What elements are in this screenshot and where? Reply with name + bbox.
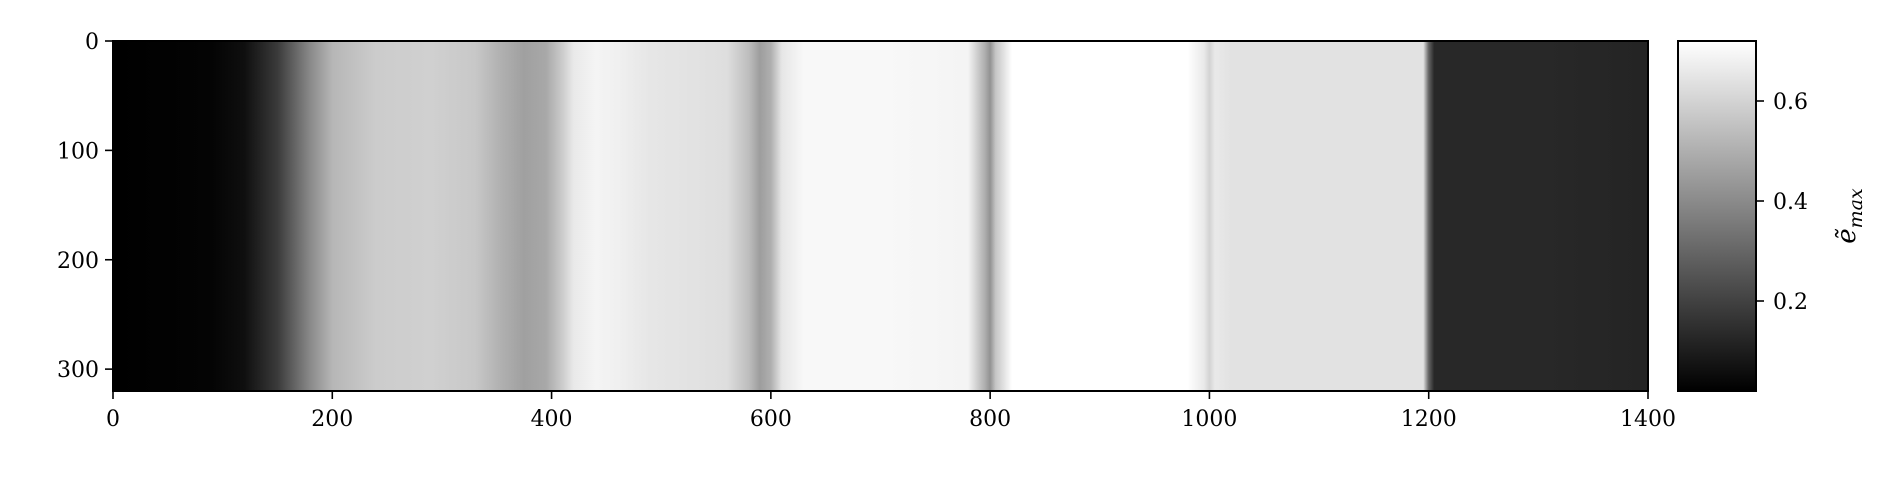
x-tick-label: 200 (311, 407, 353, 432)
colorbar-label: ẽmax (1832, 188, 1867, 244)
plot-area (112, 40, 1649, 392)
x-tick-label: 800 (969, 407, 1011, 432)
colorbar-tick-label: 0.4 (1773, 190, 1808, 215)
x-tick-label: 600 (750, 407, 792, 432)
x-tick-label: 1200 (1401, 407, 1457, 432)
colorbar-frame (1677, 40, 1757, 392)
y-tick-label: 200 (57, 249, 99, 274)
heatmap-image (113, 41, 1648, 391)
x-tick-label: 0 (106, 407, 120, 432)
x-tick-label: 1000 (1181, 407, 1237, 432)
plot-frame (112, 40, 1649, 392)
y-axis: 0 100 200 300 (57, 30, 113, 383)
colorbar-tick-label: 0.2 (1773, 290, 1808, 315)
y-tick-label: 100 (57, 139, 99, 164)
colorbar: 0.2 0.4 0.6 ẽmax (1677, 40, 1867, 392)
x-axis: 0 200 400 600 800 1000 1200 1400 (106, 391, 1676, 432)
x-tick-label: 1400 (1620, 407, 1676, 432)
y-tick-label: 0 (85, 30, 99, 55)
colorbar-fill (1678, 41, 1756, 391)
y-tick-label: 300 (57, 358, 99, 383)
x-tick-label: 400 (531, 407, 573, 432)
colorbar-tick-label: 0.6 (1773, 90, 1808, 115)
